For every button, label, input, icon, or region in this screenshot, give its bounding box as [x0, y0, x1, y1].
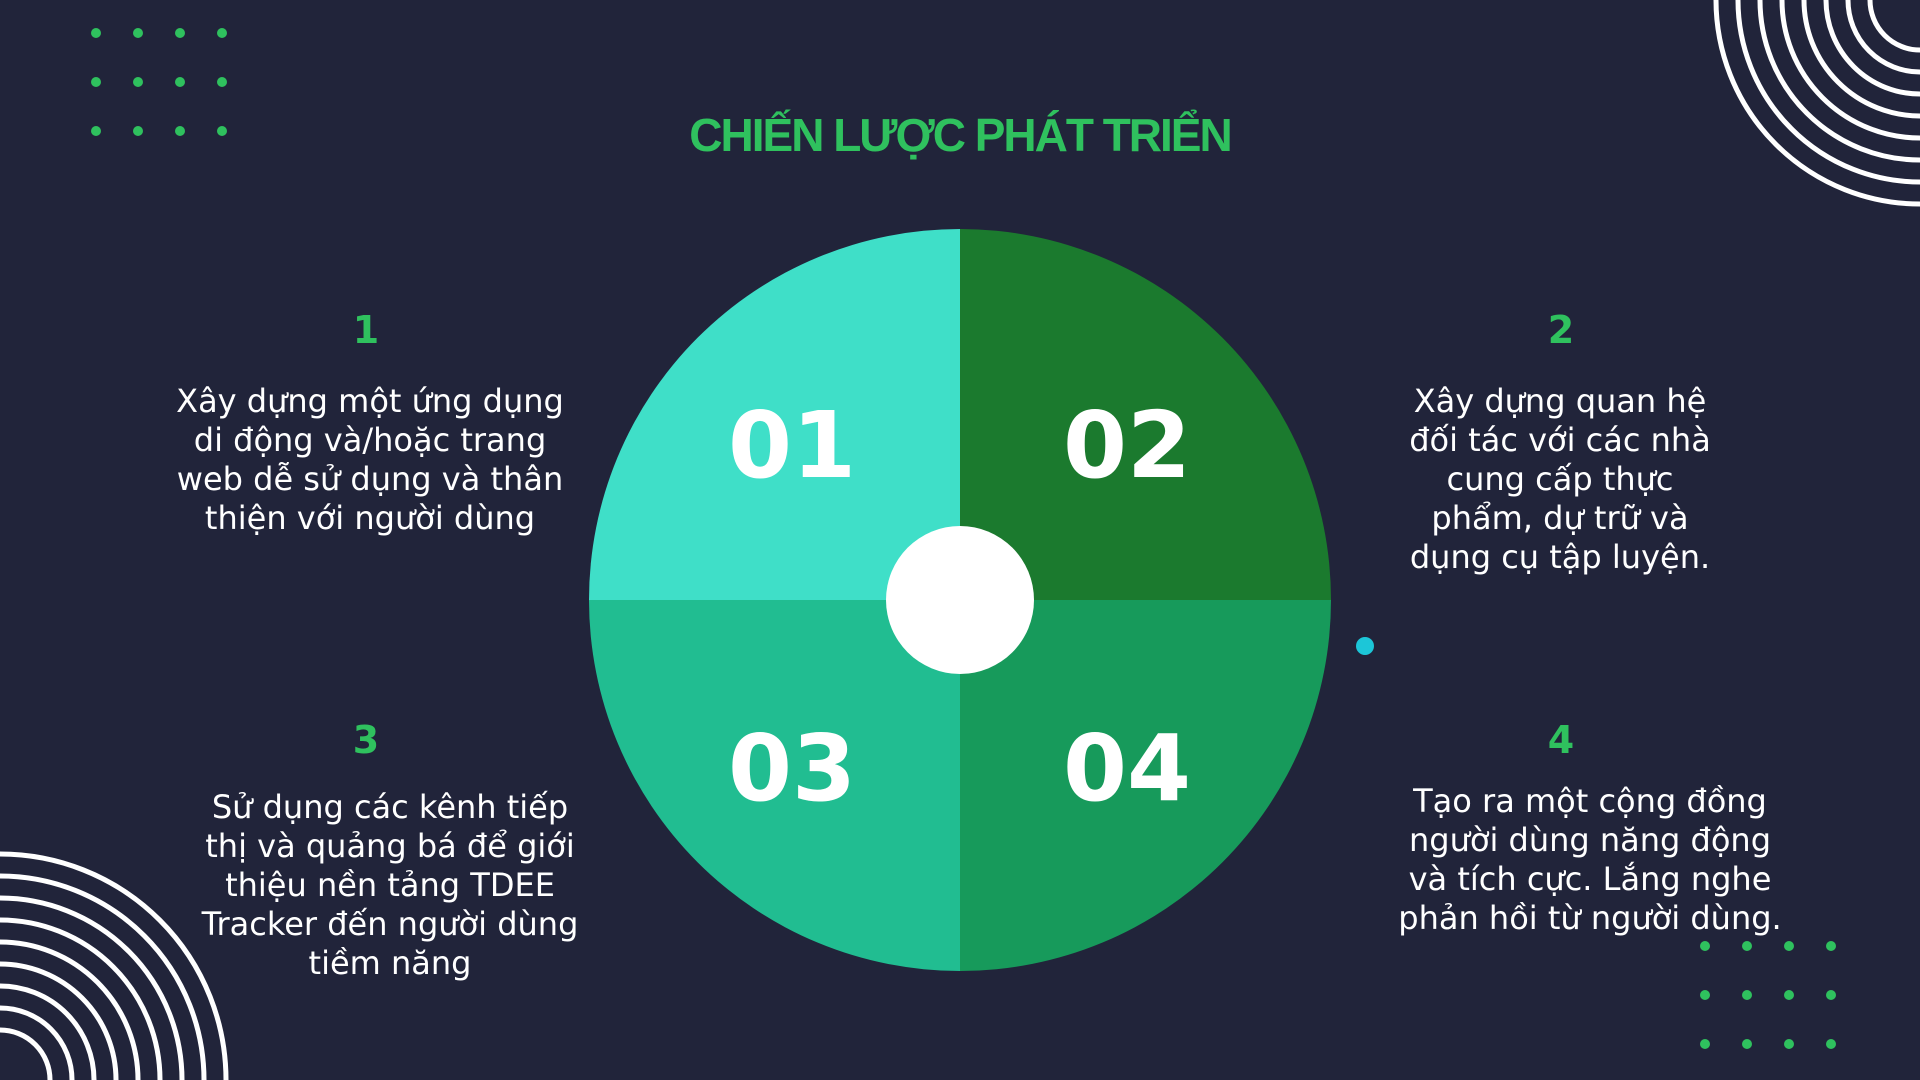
page-title: CHIẾN LƯỢC PHÁT TRIỂN: [689, 109, 1232, 161]
quadrant-label-02: 02: [1063, 392, 1191, 499]
item-1-line: thiện với người dùng: [204, 499, 536, 537]
quadrant-label-04: 04: [1063, 715, 1191, 822]
item-number-1: 1: [352, 308, 380, 352]
quadrant-04: [960, 600, 1331, 971]
item-number-2: 2: [1547, 308, 1575, 352]
item-description-2: Xây dựng quan hệ đối tác với các nhà cun…: [1350, 382, 1770, 577]
arcs-top-right: [1713, 0, 1920, 207]
item-2-line: dụng cụ tập luyện.: [1409, 538, 1711, 576]
quadrant-02: [960, 229, 1331, 600]
item-number-3: 3: [352, 718, 380, 762]
item-1-line: di động và/hoặc trang: [193, 421, 547, 459]
quadrant-label-01: 01: [728, 392, 856, 499]
wheel-center: [886, 526, 1034, 674]
item-3-line: thiệu nền tảng TDEE: [225, 866, 555, 904]
item-description-1: Xây dựng một ứng dụng di động và/hoặc tr…: [140, 382, 600, 538]
item-1-line: Xây dựng một ứng dụng: [176, 382, 564, 420]
dot-grid-top-left: [91, 28, 227, 136]
item-2-line: phẩm, dự trữ và: [1431, 499, 1689, 537]
strategy-wheel: 01 02 03 04: [589, 229, 1331, 971]
item-3-line: Tracker đến người dùng: [201, 905, 579, 943]
item-4-line: Tạo ra một cộng đồng: [1413, 782, 1767, 820]
item-2-line: Xây dựng quan hệ: [1413, 382, 1707, 420]
quadrant-label-03: 03: [728, 715, 856, 822]
item-description-4: Tạo ra một cộng đồng người dùng năng độn…: [1355, 782, 1825, 938]
item-4-line: phản hồi từ người dùng.: [1398, 899, 1782, 937]
item-2-line: đối tác với các nhà: [1409, 421, 1711, 459]
item-2-line: cung cấp thực: [1446, 460, 1674, 498]
item-3-line: thị và quảng bá để giới: [205, 827, 575, 865]
accent-dot: [1356, 637, 1374, 655]
item-4-line: người dùng năng động: [1408, 821, 1771, 859]
dot-grid-bottom-right: [1700, 941, 1836, 1049]
item-3-line: tiềm năng: [308, 944, 472, 982]
item-3-line: Sử dụng các kênh tiếp: [211, 788, 569, 826]
item-number-4: 4: [1547, 718, 1575, 762]
quadrant-01: [589, 229, 960, 600]
item-4-line: và tích cực. Lắng nghe: [1408, 860, 1772, 898]
quadrant-03: [589, 600, 960, 971]
item-description-3: Sử dụng các kênh tiếp thị và quảng bá để…: [160, 788, 620, 983]
item-1-line: web dễ sử dụng và thân: [176, 460, 564, 498]
